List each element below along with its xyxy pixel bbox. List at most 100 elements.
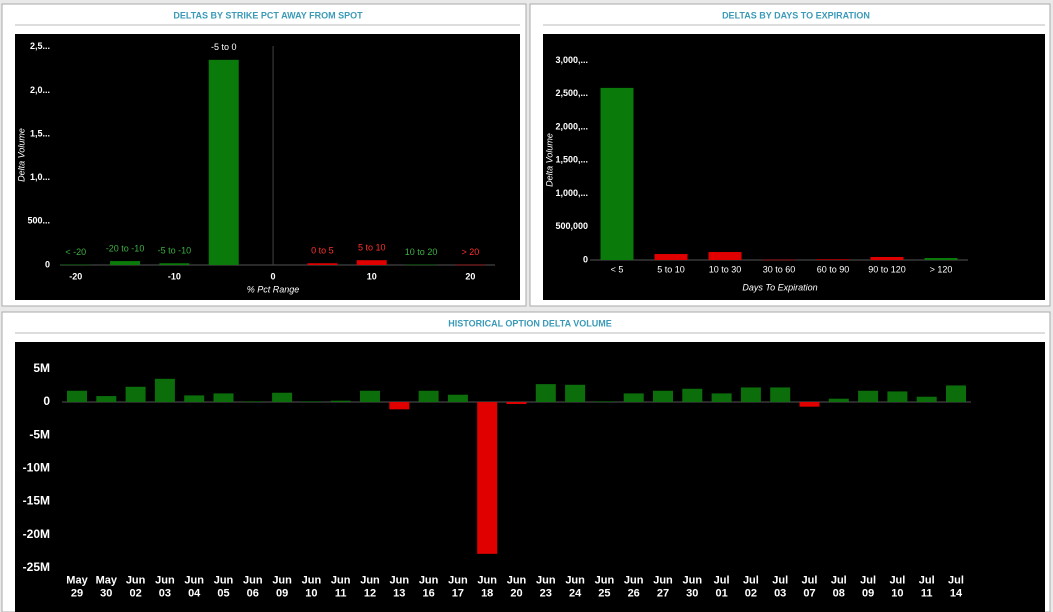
x-tick-label: 24 (569, 587, 582, 599)
bar (887, 391, 908, 403)
x-tick-label: 09 (862, 587, 874, 599)
x-tick-label: 27 (657, 587, 669, 599)
y-tick-label: -5M (29, 427, 50, 441)
y-tick-label: 1,000,... (555, 188, 588, 198)
x-tick-label: 03 (774, 587, 786, 599)
plot-area (15, 34, 520, 300)
x-tick-label: 09 (276, 587, 288, 599)
data-label: > 20 (462, 247, 480, 257)
bar (447, 394, 468, 403)
y-tick-label: 2,500,... (555, 88, 588, 98)
x-tick-label: 07 (803, 587, 815, 599)
x-tick-label: Jul (889, 574, 905, 586)
y-tick-label: 2,5... (30, 41, 50, 51)
bar (924, 258, 958, 260)
x-tick-label: Jun (624, 574, 644, 586)
bar (477, 402, 498, 554)
x-tick-label: Jul (802, 574, 818, 586)
y-tick-label: 1,5... (30, 128, 50, 138)
x-tick-label: Jun (419, 574, 439, 586)
data-label: < -20 (65, 247, 86, 257)
bar (653, 390, 673, 403)
x-tick-label: Jun (126, 574, 146, 586)
x-tick-label: 01 (715, 587, 727, 599)
bar (242, 401, 263, 403)
x-tick-label: 11 (921, 587, 933, 599)
bar (946, 385, 966, 403)
data-label: -5 to -10 (158, 246, 192, 256)
x-tick-label: 02 (745, 587, 757, 599)
bar (389, 402, 410, 410)
x-tick-label: Jun (302, 574, 322, 586)
x-tick-label: 5 to 10 (657, 264, 685, 274)
bar (506, 402, 527, 405)
x-tick-label: 05 (217, 587, 229, 599)
x-tick-label: 17 (452, 587, 464, 599)
bar (213, 393, 234, 403)
x-tick-label: Jun (477, 574, 497, 586)
x-tick-label: Jun (243, 574, 263, 586)
y-tick-label: 1,500,... (555, 155, 588, 165)
x-tick-label: 04 (188, 587, 201, 599)
bar (330, 400, 351, 403)
x-tick-label: 10 to 30 (709, 264, 742, 274)
x-tick-label: -10 (168, 271, 181, 281)
x-tick-label: 20 (465, 271, 475, 281)
bar (301, 401, 322, 403)
data-label: 10 to 20 (405, 247, 438, 257)
x-tick-label: 11 (335, 587, 347, 599)
x-tick-label: Jun (595, 574, 615, 586)
bar (565, 384, 586, 403)
bar (654, 254, 688, 260)
x-tick-label: Jun (565, 574, 585, 586)
y-axis-label: Delta Volume (544, 133, 554, 187)
bar (858, 390, 879, 403)
x-axis-label: Days To Expiration (742, 282, 817, 292)
x-tick-label: Jun (390, 574, 410, 586)
chart-title: HISTORICAL OPTION DELTA VOLUME (448, 318, 612, 328)
y-tick-label: -10M (23, 460, 50, 474)
x-tick-label: 20 (510, 587, 522, 599)
x-tick-label: Jul (860, 574, 876, 586)
y-axis-label: Delta Volume (16, 128, 26, 182)
x-tick-label: 25 (598, 587, 610, 599)
bar (60, 264, 91, 266)
bar (67, 390, 87, 403)
x-tick-label: 26 (628, 587, 640, 599)
bar (96, 396, 117, 403)
bar (184, 395, 205, 403)
x-tick-label: 10 (367, 271, 377, 281)
x-tick-label: 03 (159, 587, 171, 599)
x-tick-label: 0 (271, 271, 276, 281)
x-tick-label: 13 (393, 587, 405, 599)
y-tick-label: 500,000 (555, 221, 588, 231)
data-label: 0 to 5 (311, 246, 334, 256)
x-tick-label: 30 (100, 587, 112, 599)
x-tick-label: Jun (272, 574, 292, 586)
x-tick-label: 30 (686, 587, 698, 599)
bar (600, 87, 634, 260)
bar (711, 393, 732, 403)
bar (740, 387, 761, 403)
bar (708, 252, 742, 260)
bar (762, 259, 796, 261)
bar (828, 398, 849, 403)
x-tick-label: 12 (364, 587, 376, 599)
data-label: -20 to -10 (106, 243, 145, 253)
x-tick-label: -20 (69, 271, 82, 281)
y-tick-label: 0 (45, 259, 50, 269)
x-tick-label: < 5 (611, 264, 624, 274)
x-axis-label: % Pct Range (247, 284, 300, 294)
y-tick-label: 5M (33, 361, 50, 375)
bar (816, 259, 850, 260)
x-tick-label: Jun (507, 574, 527, 586)
bar (594, 401, 615, 403)
bar (307, 263, 338, 265)
y-tick-label: 0 (583, 254, 588, 264)
y-tick-label: 500... (27, 216, 50, 226)
x-tick-label: Jun (331, 574, 351, 586)
bar (356, 260, 387, 265)
bar (125, 386, 146, 403)
x-tick-label: 23 (540, 587, 552, 599)
